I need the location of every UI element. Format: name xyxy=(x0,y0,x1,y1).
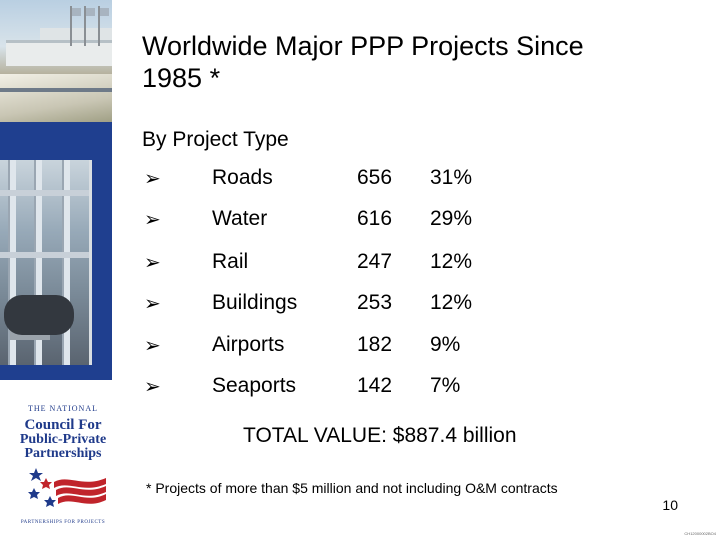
project-count: 182 xyxy=(357,333,393,356)
project-type: Airports xyxy=(212,333,285,356)
slide-code: CH12000002BO4 xyxy=(684,531,716,536)
flag-stars-icon xyxy=(28,468,106,507)
project-type: Seaports xyxy=(212,374,297,397)
water-plant-photo xyxy=(0,160,92,365)
left-decor-strip: THE NATIONAL Council For Public-Private … xyxy=(0,0,112,540)
project-percent: 9% xyxy=(430,333,461,356)
footnote: * Projects of more than $5 million and n… xyxy=(146,480,558,496)
logo-line-council: Council For xyxy=(24,417,102,433)
page-number: 10 xyxy=(662,497,678,513)
logo-line-national: THE NATIONAL xyxy=(28,404,98,413)
project-count: 247 xyxy=(357,250,393,273)
logo-line-partnerships: Partnerships xyxy=(24,446,102,461)
project-type: Water xyxy=(212,207,268,230)
arrow-bullet-icon: ➢ xyxy=(144,333,161,357)
logo-line-public-private: Public-Private xyxy=(19,432,107,447)
project-count: 253 xyxy=(357,291,393,314)
slide-title-line2: 1985 * xyxy=(142,63,221,93)
arrow-bullet-icon: ➢ xyxy=(144,207,161,231)
slide-title-line1: Worldwide Major PPP Projects Since xyxy=(142,31,584,61)
arrow-bullet-icon: ➢ xyxy=(144,166,161,190)
arrow-bullet-icon: ➢ xyxy=(144,291,161,315)
arrow-bullet-icon: ➢ xyxy=(144,374,161,398)
ncppp-logo: THE NATIONAL Council For Public-Private … xyxy=(18,402,108,530)
project-percent: 29% xyxy=(430,207,473,230)
project-type: Rail xyxy=(212,250,249,273)
building-photo xyxy=(0,0,112,122)
logo-tagline: PARTNERSHIPS FOR PROJECTS xyxy=(20,520,106,525)
project-percent: 31% xyxy=(430,166,473,189)
slide-title: Worldwide Major PPP Projects Since 1985 … xyxy=(142,30,702,94)
arrow-bullet-icon: ➢ xyxy=(144,250,161,274)
project-type: Buildings xyxy=(212,291,298,314)
slide-subtitle: By Project Type xyxy=(142,128,289,151)
project-percent: 7% xyxy=(430,374,461,397)
project-count: 656 xyxy=(357,166,393,189)
project-count: 142 xyxy=(357,374,393,397)
total-value: TOTAL VALUE: $887.4 billion xyxy=(243,424,517,447)
project-percent: 12% xyxy=(430,250,473,273)
project-count: 616 xyxy=(357,207,393,230)
project-percent: 12% xyxy=(430,291,473,314)
project-type: Roads xyxy=(212,166,273,189)
